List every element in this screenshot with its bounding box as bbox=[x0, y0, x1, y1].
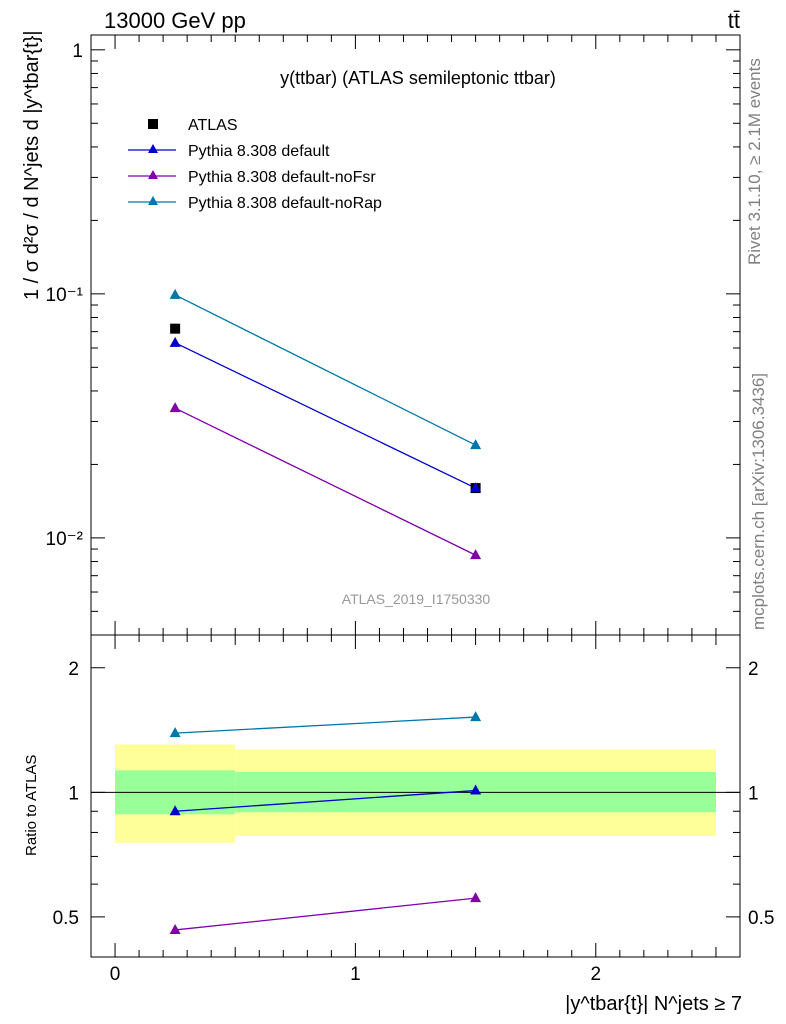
ratio-ytick-label-left: 1 bbox=[68, 783, 79, 804]
x-axis-label: |y^tbar{t}| N^jets ≥ 7 bbox=[565, 993, 742, 1015]
data-point-default bbox=[470, 482, 482, 493]
x-tick-label: 2 bbox=[590, 964, 601, 985]
data-point-default bbox=[169, 336, 181, 347]
ratio-ytick-label-right: 1 bbox=[748, 783, 759, 804]
main-panel: 10⁻² 10⁻¹ 1 y(ttbar) (ATLAS semileptonic t… bbox=[21, 30, 741, 636]
legend-marker-norap bbox=[148, 196, 158, 205]
header-process: tt̄ bbox=[728, 8, 740, 33]
main-ylabel-text: 1 / σ d²σ / d N^jets d |y^tbar{t}| bbox=[21, 30, 43, 300]
series-line-default bbox=[174, 342, 476, 489]
plot-title: y(ttbar) (ATLAS semileptonic ttbar) bbox=[280, 68, 556, 88]
ratio-point-noRap bbox=[470, 711, 482, 722]
ratio-point-noFsr bbox=[169, 923, 181, 934]
analysis-watermark: ATLAS_2019_I1750330 bbox=[342, 591, 491, 607]
main-ytick-label: 10⁻² bbox=[46, 529, 84, 550]
data-point-atlas bbox=[170, 323, 181, 334]
x-tick-label: 0 bbox=[110, 964, 121, 985]
header-energy: 13000 GeV pp bbox=[104, 8, 246, 33]
legend-item-atlas: ATLAS bbox=[148, 117, 238, 134]
ratio-ytick-label-left: 0.5 bbox=[53, 908, 79, 929]
ratio-ylabel: Ratio to ATLAS bbox=[23, 755, 40, 856]
main-axes: 10⁻² 10⁻¹ 1 bbox=[46, 35, 740, 636]
data-point-noFsr bbox=[169, 402, 181, 413]
series-noFsr bbox=[174, 407, 476, 556]
legend-label-norap: Pythia 8.308 default-noRap bbox=[188, 195, 382, 212]
data-point-noRap bbox=[169, 288, 181, 299]
ratio-series-noFsr bbox=[169, 892, 482, 934]
ratio-series-group bbox=[169, 711, 482, 934]
main-ylabel: 1 / σ d²σ / d N^jets d |y^tbar{t}| bbox=[21, 30, 43, 300]
series-markers-default bbox=[169, 336, 482, 493]
ratio-panel: 0.5 0.5 1 1 2 2 0 1 2 Ratio to ATLAS |y^tbar{t}|… bbox=[23, 634, 774, 1015]
ratio-series-noRap bbox=[169, 711, 482, 738]
legend-label-atlas: ATLAS bbox=[188, 117, 238, 134]
series-markers-noFsr bbox=[169, 402, 482, 560]
legend-item-nofsr: Pythia 8.308 default-noFsr bbox=[128, 169, 376, 186]
data-point-noRap bbox=[470, 439, 482, 450]
main-ytick-label: 1 bbox=[72, 41, 83, 62]
ratio-point-noRap bbox=[169, 727, 181, 738]
ratio-line-noFsr bbox=[175, 897, 476, 931]
legend-label-default: Pythia 8.308 default bbox=[188, 143, 330, 160]
legend-item-norap: Pythia 8.308 default-noRap bbox=[128, 195, 382, 212]
series-markers-noRap bbox=[169, 288, 482, 450]
main-series-group bbox=[169, 288, 482, 560]
legend-marker-atlas bbox=[148, 119, 158, 129]
ratio-line-default bbox=[175, 789, 476, 812]
series-default bbox=[174, 342, 476, 489]
main-ytick-label: 10⁻¹ bbox=[46, 285, 84, 306]
series-noRap bbox=[174, 294, 476, 446]
ratio-ytick-label-right: 2 bbox=[748, 659, 759, 680]
ratio-ytick-label-right: 0.5 bbox=[748, 908, 774, 929]
ratio-ytick-label-left: 2 bbox=[68, 659, 79, 680]
ratio-line-noRap bbox=[175, 716, 476, 734]
legend-label-nofsr: Pythia 8.308 default-noFsr bbox=[188, 169, 376, 186]
rivet-version-text: Rivet 3.1.10, ≥ 2.1M events bbox=[745, 58, 764, 265]
ratio-axes: 0.5 0.5 1 1 2 2 0 1 2 bbox=[53, 635, 774, 985]
series-line-noFsr bbox=[174, 407, 476, 556]
ratio-point-default bbox=[470, 784, 482, 795]
series-line-noRap bbox=[174, 294, 476, 446]
ratio-point-default bbox=[169, 805, 181, 816]
legend-item-default: Pythia 8.308 default bbox=[128, 143, 330, 160]
legend: ATLAS Pythia 8.308 default Pythia 8.308 … bbox=[128, 117, 382, 212]
ratio-series-default bbox=[169, 784, 482, 816]
ratio-uncertainty-bands bbox=[115, 744, 716, 843]
x-tick-label: 1 bbox=[350, 964, 361, 985]
ratio-point-noFsr bbox=[470, 892, 482, 903]
ratio-frame bbox=[90, 634, 741, 958]
data-point-noFsr bbox=[470, 549, 482, 560]
mcplots-reference-text: mcplots.cern.ch [arXiv:1306.3436] bbox=[749, 373, 768, 630]
legend-marker-default bbox=[148, 144, 158, 153]
legend-marker-nofsr bbox=[148, 170, 158, 179]
